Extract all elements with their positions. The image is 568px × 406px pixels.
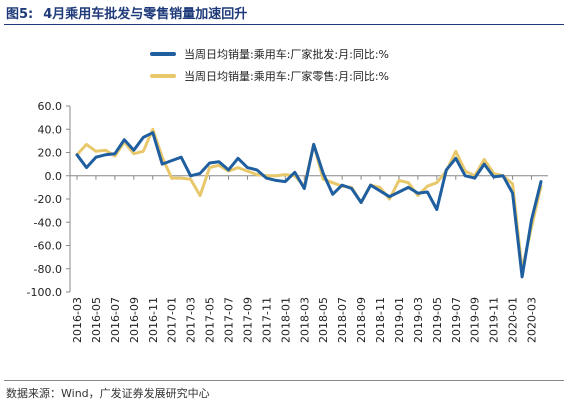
source-note: 数据来源：Wind，广发证券发展研究中心 xyxy=(6,387,210,400)
source-divider xyxy=(4,380,564,381)
y-tick-label: -80.0 xyxy=(34,263,62,276)
y-tick-label: 20.0 xyxy=(38,147,63,160)
x-tick-label: 2018-03 xyxy=(298,297,311,343)
y-tick-label: -40.0 xyxy=(34,216,62,229)
x-tick-label: 2017-01 xyxy=(166,297,179,343)
x-tick-label: 2018-11 xyxy=(374,297,387,343)
y-tick-label: 40.0 xyxy=(38,123,63,136)
figure-number: 图5: xyxy=(6,7,34,22)
x-tick-label: 2019-11 xyxy=(488,297,501,343)
figure-title-text: 4月乘用车批发与零售销量加速回升 xyxy=(43,7,248,22)
x-tick-label: 2019-01 xyxy=(393,297,406,343)
x-tick-label: 2019-03 xyxy=(412,297,425,343)
x-tick-label: 2018-05 xyxy=(317,297,330,343)
x-tick-label: 2018-09 xyxy=(355,297,368,343)
x-tick-label: 2020-01 xyxy=(507,297,520,343)
x-tick-label: 2020-03 xyxy=(526,297,539,343)
y-tick-label: -20.0 xyxy=(34,193,62,206)
x-tick-label: 2019-09 xyxy=(469,297,482,343)
x-tick-label: 2017-09 xyxy=(241,297,254,343)
title-divider xyxy=(4,24,564,25)
series-line-wholesale xyxy=(75,131,543,279)
legend-swatch-retail xyxy=(150,74,176,78)
x-tick-label: 2016-09 xyxy=(128,297,141,343)
y-tick-label: -100.0 xyxy=(27,286,62,299)
legend-item-retail: 当周日均销量:乘用车:厂家零售:月:同比:% xyxy=(150,65,389,87)
x-tick-label: 2019-07 xyxy=(450,297,463,343)
x-tick-label: 2016-03 xyxy=(71,297,84,343)
y-tick-label: 0.0 xyxy=(45,170,63,183)
x-tick-label: 2017-03 xyxy=(185,297,198,343)
x-tick-label: 2018-07 xyxy=(336,297,349,343)
series-line-retail xyxy=(75,127,543,272)
chart-legend: 当周日均销量:乘用车:厂家批发:月:同比:% 当周日均销量:乘用车:厂家零售:月… xyxy=(150,43,389,87)
x-tick-label: 2017-07 xyxy=(223,297,236,343)
legend-swatch-wholesale xyxy=(150,52,176,56)
x-tick-label: 2016-07 xyxy=(109,297,122,343)
x-tick-label: 2016-11 xyxy=(147,297,160,343)
figure-title: 图5: 4月乘用车批发与零售销量加速回升 xyxy=(6,3,247,22)
legend-label-retail: 当周日均销量:乘用车:厂家零售:月:同比:% xyxy=(184,70,389,83)
y-tick-label: 60.0 xyxy=(38,100,63,113)
x-tick-label: 2017-05 xyxy=(204,297,217,343)
x-tick-label: 2018-01 xyxy=(279,297,292,343)
x-tick-label: 2016-05 xyxy=(90,297,103,343)
y-tick-label: -60.0 xyxy=(34,240,62,253)
x-tick-label: 2019-05 xyxy=(431,297,444,343)
x-tick-label: 2017-11 xyxy=(260,297,273,343)
legend-item-wholesale: 当周日均销量:乘用车:厂家批发:月:同比:% xyxy=(150,43,389,65)
legend-label-wholesale: 当周日均销量:乘用车:厂家批发:月:同比:% xyxy=(184,48,389,61)
